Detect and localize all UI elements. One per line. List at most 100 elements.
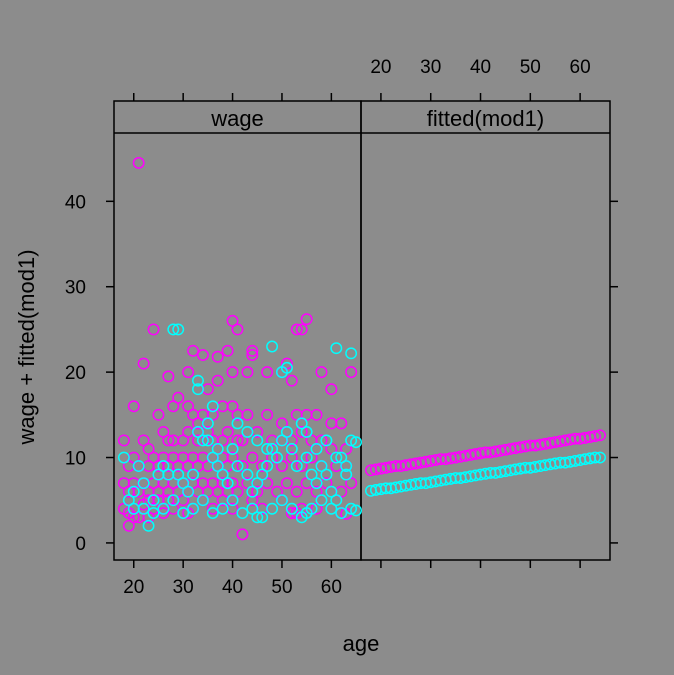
scatter-point <box>226 494 239 507</box>
x-tick-label-top: 60 <box>570 57 591 78</box>
scatter-point <box>182 400 195 413</box>
scatter-point <box>315 434 328 447</box>
scatter-point <box>345 347 358 360</box>
scatter-point <box>325 417 338 430</box>
y-tick-label: 0 <box>75 534 86 555</box>
scatter-point <box>182 366 195 379</box>
scatter-point <box>236 460 249 473</box>
scatter-point <box>226 366 239 379</box>
scatter-point <box>300 507 313 519</box>
scatter-point <box>251 434 264 447</box>
x-tick-label-top: 40 <box>470 57 491 78</box>
scatter-point <box>276 417 288 430</box>
y-tick-label: 10 <box>65 449 86 470</box>
scatter-point <box>261 460 274 473</box>
scatter-point <box>315 460 328 473</box>
scatter-point <box>261 408 274 421</box>
x-tick-label-bottom: 50 <box>271 577 292 598</box>
scatter-point <box>340 460 353 473</box>
scatter-point <box>345 434 358 447</box>
scatter-point <box>137 477 150 490</box>
scatter-point <box>589 451 602 464</box>
scatter-point <box>325 502 338 515</box>
scatter-point <box>266 451 279 464</box>
scatter-point <box>236 528 249 541</box>
scatter-point <box>280 425 293 438</box>
chart-marks-layer: 20 20 30 30 40 40 50 50 60 60 0 10 20 30 40 <box>65 57 618 598</box>
panel-2-strip-label: fitted(mod1) <box>427 106 544 131</box>
scatter-point <box>236 507 249 519</box>
scatter-point <box>231 434 244 447</box>
scatter-point <box>231 485 244 498</box>
scatter-point <box>206 408 219 421</box>
scatter-point <box>132 156 145 169</box>
scatter-point <box>295 417 308 430</box>
scatter-point <box>330 451 343 464</box>
scatter-point <box>280 361 293 374</box>
scatter-point <box>216 434 229 447</box>
scatter-point <box>266 340 279 353</box>
scatter-point <box>201 434 214 447</box>
scatter-point <box>162 494 175 507</box>
scatter-point <box>211 350 224 363</box>
scatter-point <box>241 366 254 379</box>
scatter-point <box>147 323 160 336</box>
scatter-point <box>157 425 170 438</box>
scatter-point <box>211 443 224 455</box>
scatter-point <box>251 477 264 490</box>
scatter-point <box>266 443 279 455</box>
x-tick-label-top: 50 <box>520 57 541 78</box>
scatter-point <box>594 451 606 464</box>
scatter-point <box>330 494 343 507</box>
scatter-point <box>320 468 333 481</box>
scatter-point <box>300 425 313 438</box>
x-tick-label-bottom: 20 <box>123 577 144 598</box>
scatter-point <box>206 451 219 464</box>
scatter-point <box>221 344 234 357</box>
scatter-point <box>246 502 259 515</box>
scatter-point <box>290 485 303 498</box>
scatter-point <box>177 507 190 519</box>
scatter-point <box>276 460 288 473</box>
scatter-point <box>325 443 338 455</box>
scatter-point <box>226 451 239 464</box>
scatter-point <box>117 434 130 447</box>
scatter-point <box>221 477 234 490</box>
scatter-point <box>231 460 244 473</box>
scatter-point <box>305 451 318 464</box>
scatter-point <box>300 451 313 464</box>
scatter-point <box>122 494 135 507</box>
scatter-point <box>285 502 298 515</box>
scatter-point <box>330 342 343 355</box>
scatter-point <box>290 460 303 473</box>
scatter-point <box>310 477 323 490</box>
scatter-point <box>172 391 185 404</box>
x-tick-label-bottom: 30 <box>173 577 194 598</box>
scatter-point <box>127 400 140 413</box>
scatter-point <box>261 366 274 379</box>
scatter-point <box>211 460 224 473</box>
scatter-point <box>187 502 199 515</box>
scatter-point <box>192 425 204 438</box>
scatter-point <box>201 383 214 396</box>
scatter-point <box>246 494 259 507</box>
scatter-point <box>147 507 160 519</box>
scatter-point <box>192 374 204 387</box>
scatter-point <box>325 383 338 396</box>
scatter-point <box>192 383 204 396</box>
scatter-point <box>295 323 308 336</box>
scatter-point <box>335 417 348 430</box>
panel-1-frame <box>113 100 362 561</box>
scatter-point <box>290 323 303 336</box>
scatter-point <box>271 485 283 498</box>
y-axis-title: wage + fitted(mod1) <box>14 249 39 445</box>
scatter-point <box>345 366 358 379</box>
scatter-point <box>340 468 353 481</box>
x-axis-title: age <box>343 631 380 656</box>
x-tick-label-bottom: 60 <box>321 577 342 598</box>
scatter-point <box>295 460 308 473</box>
scatter-point <box>335 507 348 519</box>
scatter-point <box>177 477 190 490</box>
x-tick-label-top: 20 <box>370 57 391 78</box>
scatter-point <box>280 477 293 490</box>
